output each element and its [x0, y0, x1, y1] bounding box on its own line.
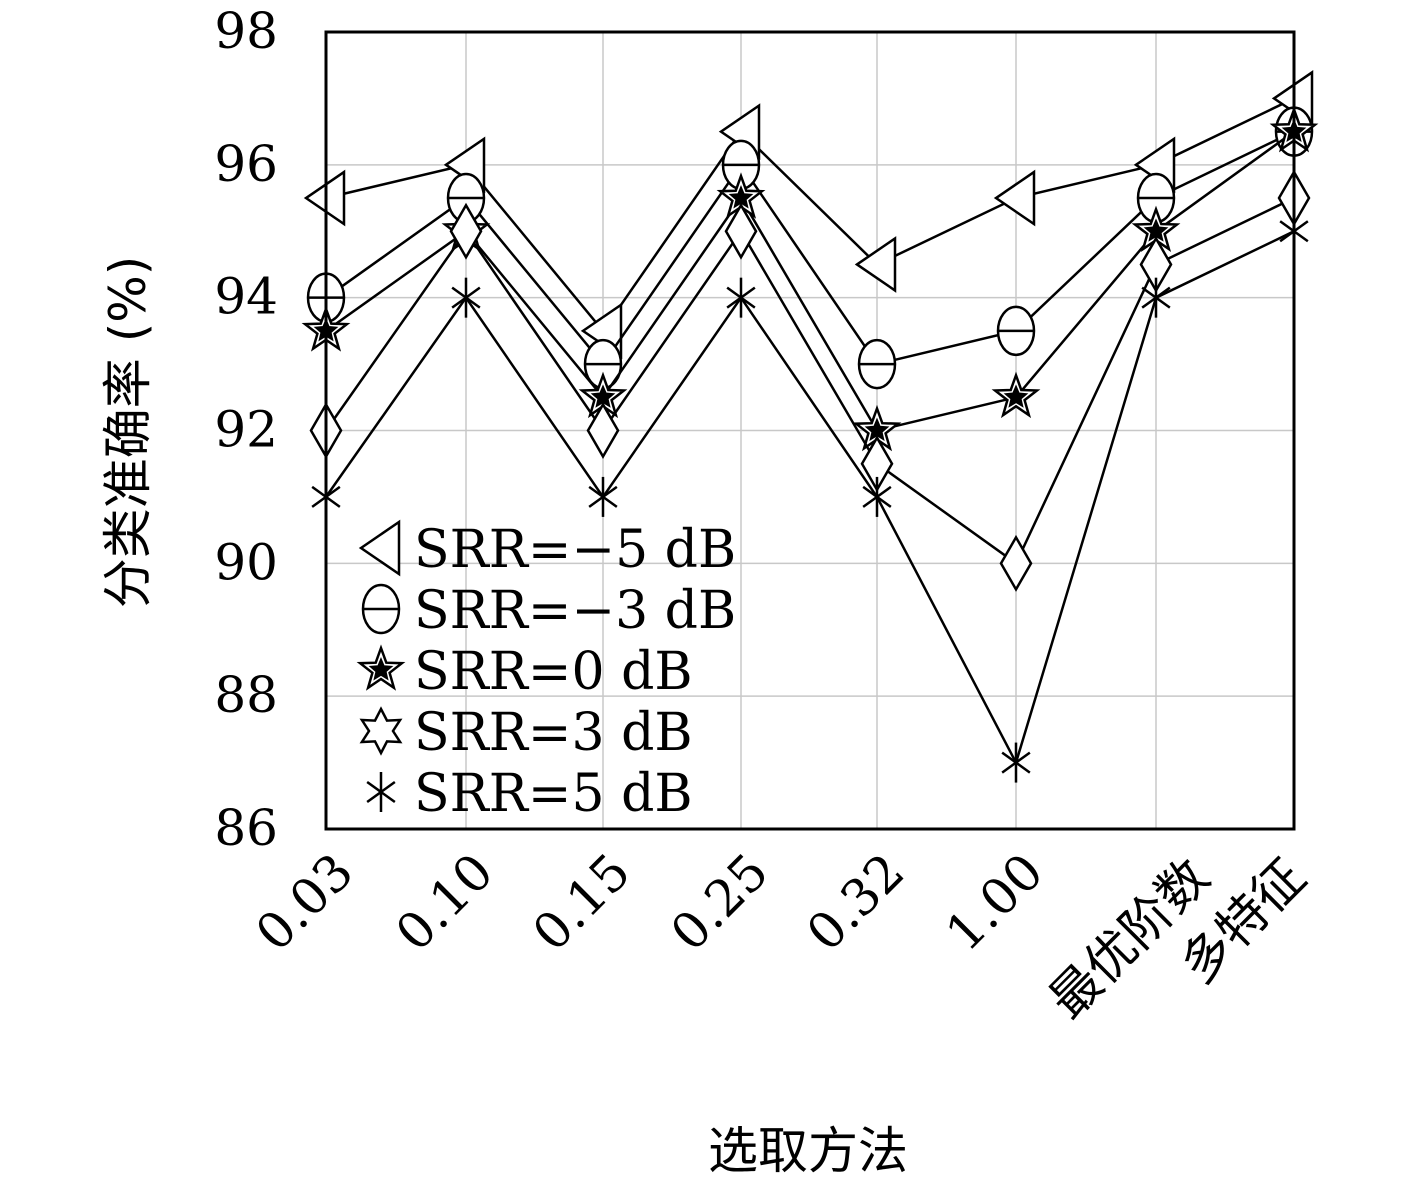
data-point — [996, 305, 1036, 357]
series-line — [324, 196, 1295, 566]
data-point — [726, 277, 756, 318]
data-point — [724, 202, 758, 260]
y-tick-label: 90 — [214, 533, 278, 591]
series-3 — [309, 169, 1311, 592]
data-point — [1001, 742, 1031, 783]
y-tick-label: 86 — [214, 799, 278, 857]
legend-entry: SRR=−5 dB — [358, 519, 736, 580]
x-tick-label: 0.10 — [385, 842, 505, 962]
legend-label: SRR=−5 dB — [414, 520, 736, 580]
legend-label: SRR=0 dB — [414, 642, 693, 702]
legend-marker — [366, 772, 396, 812]
data-point — [1141, 277, 1171, 318]
legend-label: SRR=−3 dB — [414, 581, 736, 641]
legend-entry: SRR=−3 dB — [361, 581, 736, 641]
legend-marker — [359, 706, 403, 756]
data-point — [451, 277, 481, 318]
x-tick-label: 0.15 — [522, 842, 642, 962]
legend-entry: SRR=5 dB — [366, 764, 693, 824]
data-point — [857, 338, 897, 390]
legend-marker — [361, 583, 401, 635]
data-point — [993, 169, 1036, 227]
x-tick-label: 0.32 — [796, 842, 916, 962]
series-line — [325, 97, 1295, 333]
x-tick-label: 0.03 — [245, 842, 365, 962]
data-point — [583, 338, 623, 390]
legend-entry: SRR=0 dB — [356, 642, 693, 702]
series-line — [325, 130, 1295, 367]
legend-marker — [358, 519, 401, 577]
legend-label: SRR=5 dB — [414, 764, 693, 824]
legend-label: SRR=3 dB — [414, 703, 693, 763]
y-tick-label: 94 — [214, 268, 278, 326]
series-line — [324, 230, 1295, 766]
legend-marker — [356, 644, 406, 691]
series-line — [325, 130, 1295, 432]
y-tick-label: 98 — [214, 2, 278, 60]
data-point — [862, 476, 892, 517]
y-axis-ticks: 86 88 90 92 94 96 98 — [214, 2, 278, 857]
data-point — [588, 476, 618, 517]
x-tick-label: 1.00 — [935, 842, 1055, 962]
x-tick-label: 0.25 — [660, 842, 780, 962]
series-layer — [301, 70, 1319, 783]
y-tick-label: 92 — [214, 401, 278, 459]
plot-frame — [324, 30, 1296, 831]
legend-entry: SRR=3 dB — [359, 703, 693, 763]
data-point — [991, 371, 1041, 419]
y-tick-label: 88 — [214, 666, 278, 724]
y-tick-label: 96 — [214, 135, 278, 193]
series-4 — [311, 211, 1309, 783]
y-axis-title: 分类准确率 (%) — [99, 256, 157, 608]
data-point — [854, 236, 897, 293]
data-point — [999, 534, 1033, 592]
x-axis-title: 选取方法 — [708, 1122, 908, 1180]
data-point — [586, 401, 620, 460]
data-point — [446, 172, 486, 224]
data-point — [449, 202, 483, 260]
